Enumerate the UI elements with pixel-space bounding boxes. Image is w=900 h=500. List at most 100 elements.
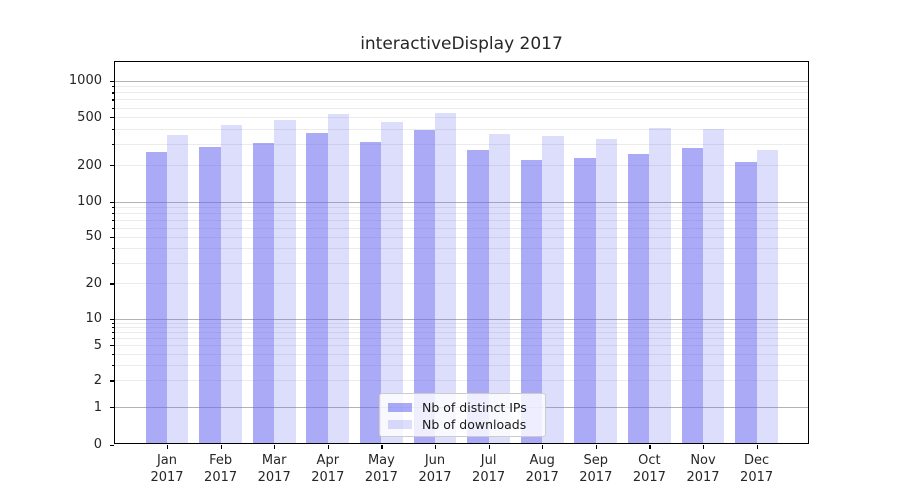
gridline-minor	[114, 143, 809, 145]
bar-downloads	[274, 120, 296, 445]
gridline-minor	[114, 364, 809, 366]
bar-distinct-ips	[574, 158, 596, 445]
x-tick	[274, 444, 276, 449]
y-tick	[109, 318, 114, 320]
y-tick-label: 20	[85, 275, 102, 291]
gridline-minor	[114, 338, 809, 340]
x-tick-label: Nov 2017	[686, 452, 720, 485]
bar-downloads	[595, 138, 618, 445]
bar-distinct-ips	[467, 150, 489, 445]
gridline-minor	[114, 322, 809, 324]
y-tick-label: 10	[85, 311, 102, 326]
bar-distinct-ips	[681, 148, 703, 445]
y-tick-minor	[111, 207, 114, 209]
bar-distinct-ips	[520, 160, 543, 445]
y-tick-label: 1000	[68, 73, 102, 89]
y-tick-minor	[111, 327, 114, 329]
gridline-minor	[114, 345, 809, 347]
legend-item-distinct-ips: Nb of distinct IPs	[388, 399, 545, 416]
gridline-major	[114, 80, 809, 82]
x-tick-label: Oct 2017	[632, 452, 666, 485]
bar-downloads	[167, 135, 189, 445]
y-tick-minor	[111, 353, 114, 355]
x-tick	[595, 444, 597, 449]
gridline-minor	[114, 262, 809, 264]
gridline-minor	[114, 380, 809, 382]
y-tick-minor	[111, 128, 114, 131]
x-tick-label: Sep 2017	[579, 452, 613, 485]
bar-distinct-ips	[252, 142, 275, 445]
gridline-minor	[114, 207, 809, 209]
legend-swatch-downloads	[388, 420, 412, 429]
gridline-minor	[114, 86, 809, 88]
x-tick-label: May 2017	[364, 452, 398, 485]
bar-downloads	[220, 125, 242, 445]
y-tick	[109, 80, 114, 82]
y-tick-label: 2	[93, 372, 102, 388]
gridline-minor	[114, 248, 809, 250]
x-tick-label: Dec 2017	[740, 452, 774, 485]
bar-downloads	[327, 114, 350, 445]
x-tick	[167, 444, 169, 449]
gridline-minor	[114, 117, 809, 119]
y-tick-minor	[111, 322, 114, 324]
x-tick	[220, 444, 222, 449]
x-tick	[435, 444, 437, 449]
x-tick	[756, 444, 758, 449]
x-tick-label: Jun 2017	[418, 452, 452, 485]
y-tick-minor	[111, 248, 114, 250]
y-tick	[109, 345, 114, 347]
bar-downloads	[488, 134, 510, 445]
gridline-major	[114, 318, 809, 320]
y-tick-minor	[111, 338, 114, 340]
bar-distinct-ips	[145, 151, 167, 445]
x-tick-label: Mar 2017	[257, 452, 291, 485]
gridline-minor	[114, 227, 809, 229]
x-tick-label: Feb 2017	[204, 452, 238, 485]
bar-downloads	[435, 113, 457, 445]
bar-downloads	[703, 129, 725, 445]
gridline-major	[114, 201, 809, 203]
legend: Nb of distinct IPs Nb of downloads	[379, 393, 546, 437]
x-tick-label: Jan 2017	[150, 452, 184, 485]
y-tick-label: 100	[77, 194, 102, 210]
bar-distinct-ips	[628, 153, 650, 445]
bar-distinct-ips	[735, 161, 757, 445]
x-tick-label: Apr 2017	[311, 452, 345, 485]
axes-spines	[114, 61, 809, 444]
x-tick	[327, 444, 329, 449]
x-tick	[703, 444, 705, 449]
y-tick-minor	[111, 219, 114, 221]
gridline-minor	[114, 327, 809, 329]
gridline-minor	[114, 353, 809, 355]
legend-label: Nb of distinct IPs	[422, 400, 527, 415]
y-tick-minor	[111, 92, 114, 94]
x-tick	[649, 444, 651, 449]
x-tick-label: Jul 2017	[472, 452, 506, 485]
gridline-minor	[114, 99, 809, 101]
y-tick-minor	[111, 227, 114, 229]
bar-distinct-ips	[413, 129, 435, 445]
x-tick-label: Aug 2017	[525, 452, 559, 485]
gridline-minor	[114, 236, 809, 238]
bar-downloads	[381, 121, 403, 445]
legend-swatch-distinct-ips	[388, 403, 412, 412]
gridline-minor	[114, 219, 809, 221]
y-tick-minor	[111, 262, 114, 264]
bar-downloads	[756, 149, 778, 445]
y-tick-minor	[111, 99, 114, 101]
y-tick	[109, 236, 114, 239]
y-tick	[109, 165, 114, 167]
y-tick-minor	[111, 143, 114, 146]
y-tick-minor	[111, 332, 114, 334]
y-tick-label: 5	[93, 337, 102, 353]
y-tick-label: 50	[85, 229, 102, 245]
bar-distinct-ips	[360, 141, 382, 445]
bar-distinct-ips	[306, 132, 328, 445]
y-tick-label: 0	[93, 437, 102, 452]
y-tick	[109, 380, 114, 382]
x-tick	[488, 444, 490, 449]
y-tick	[109, 407, 114, 409]
gridline-minor	[114, 213, 809, 215]
y-tick-minor	[111, 213, 114, 215]
